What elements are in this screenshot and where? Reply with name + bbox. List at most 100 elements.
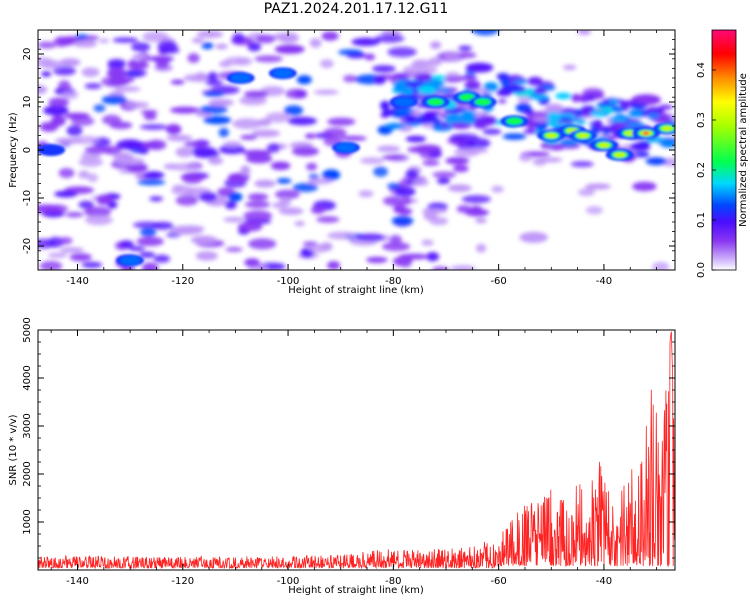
spectrogram-texture-blob (81, 67, 100, 77)
snr-y-tick-label: 3000 (22, 413, 33, 438)
spectrogram-band-blob (422, 79, 445, 88)
spectrogram-band-blob (628, 103, 648, 109)
spectrogram-texture-blob (456, 52, 477, 59)
spectrogram-texture-blob (124, 77, 135, 83)
spectrogram-texture-blob (141, 262, 159, 270)
spectrogram-texture-blob (43, 105, 69, 116)
spectrogram-texture-blob (166, 134, 193, 142)
spectrogram-texture-blob (132, 53, 147, 60)
spectrogram-texture-blob (183, 140, 211, 148)
spectrogram-texture-blob (124, 101, 150, 109)
spectrogram-texture-blob (631, 94, 661, 106)
spectrogram-texture-blob (245, 154, 273, 164)
spectrogram-texture-blob (146, 139, 167, 151)
spectrogram-band-blob (393, 83, 406, 92)
spectrogram-band-blob (523, 129, 537, 134)
spectrogram-texture-blob (391, 215, 414, 226)
spectrogram-texture-blob (54, 137, 82, 144)
spectrogram-texture-blob (247, 193, 269, 201)
spectrogram-texture-blob (426, 252, 440, 262)
spectrogram-band-blob (586, 95, 596, 102)
spectrogram-texture-blob (254, 55, 283, 63)
spectrogram-band-blob (629, 109, 643, 118)
spectrogram-band-blob (635, 152, 650, 158)
spectrogram-texture-blob (78, 170, 90, 179)
spectrogram-texture-blob (432, 171, 457, 179)
spectrogram-texture-blob (562, 64, 577, 71)
spectrogram-texture-blob (445, 157, 470, 165)
spectrogram-texture-blob (387, 183, 401, 190)
spectrogram-texture-blob (70, 116, 95, 126)
spectrogram-texture-blob (461, 195, 491, 204)
spectrogram-texture-blob (84, 83, 102, 90)
spectrogram-texture-blob (69, 253, 92, 262)
colorbar-tick-label: 0.0 (696, 262, 707, 278)
spectrogram-texture-blob (228, 192, 243, 202)
spectrogram-texture-blob (308, 244, 330, 253)
spectrogram-texture-blob (112, 37, 139, 43)
spectrogram-texture-blob (61, 90, 79, 100)
spectrogram-texture-blob (149, 196, 164, 202)
spectrogram-peak (644, 131, 648, 135)
snr-x-tick-label: -120 (171, 576, 194, 587)
spectrogram-texture-blob (532, 158, 547, 166)
spectrogram-x-tick-label: -100 (277, 276, 300, 287)
spectrogram-texture-blob (458, 45, 472, 52)
spectrogram-heatmap (38, 30, 675, 270)
spectrogram-band-blob (596, 102, 611, 108)
spectrogram-peak (545, 132, 558, 139)
spectrogram-texture-blob (243, 90, 269, 98)
spectrogram-texture-blob (254, 179, 276, 188)
snr-series-line (38, 331, 675, 570)
spectrogram-texture-blob (471, 30, 499, 36)
spectrogram-texture-blob (175, 195, 199, 206)
spectrogram-texture-blob (422, 160, 440, 166)
spectrogram-band-blob (414, 73, 433, 82)
spectrogram-texture-blob (223, 217, 246, 223)
spectrogram-texture-blob (116, 139, 144, 150)
spectrogram-texture-blob (147, 171, 160, 179)
spectrogram-texture-blob (159, 46, 180, 54)
spectrogram-texture-blob (106, 68, 127, 78)
spectrogram-texture-blob (519, 153, 533, 162)
spectrogram-band-blob (658, 104, 673, 110)
spectrogram-texture-blob (196, 30, 224, 39)
spectrogram-texture-blob (38, 238, 56, 249)
spectrogram-texture-blob (358, 190, 374, 198)
spectrogram-texture-blob (308, 173, 320, 180)
spectrogram-texture-blob (180, 174, 208, 180)
spectrogram-peak (576, 132, 589, 139)
spectrogram-peak (230, 73, 251, 83)
spectrogram-texture-blob (41, 71, 52, 77)
spectrogram-peak (474, 98, 491, 106)
spectrogram-band-blob (571, 93, 582, 103)
spectrogram-texture-blob (285, 88, 308, 99)
spectrogram-texture-blob (120, 265, 136, 270)
spectrogram-texture-blob (394, 186, 416, 197)
spectrogram-texture-blob (256, 118, 272, 127)
spectrogram-band-blob (647, 112, 660, 119)
spectrogram-texture-blob (165, 124, 182, 135)
spectrogram-texture-blob (272, 32, 293, 41)
spectrogram-texture-blob (222, 140, 242, 149)
spectrogram-texture-blob (274, 44, 305, 54)
spectrogram-texture-blob (59, 247, 85, 253)
spectrogram-texture-blob (356, 233, 385, 242)
spectrogram-texture-blob (190, 235, 218, 245)
spectrogram-texture-blob (53, 36, 69, 48)
spectrogram-band-blob (638, 140, 651, 146)
spectrogram-texture-blob (78, 157, 104, 167)
spectrogram-peak (272, 68, 293, 78)
spectrogram-texture-blob (114, 86, 141, 92)
spectrogram-texture-blob (107, 61, 125, 71)
spectrogram-texture-blob (453, 147, 480, 157)
spectrogram-texture-blob (128, 59, 139, 66)
spectrogram-band-blob (527, 119, 536, 130)
spectrogram-band-blob (512, 79, 529, 84)
spectrogram-texture-blob (224, 56, 248, 66)
spectrogram-band-blob (617, 100, 638, 105)
spectrogram-texture-blob (284, 105, 304, 116)
spectrogram-y-axis-label: Frequency (Hz) (8, 112, 19, 188)
spectrogram-texture-blob (81, 261, 103, 269)
